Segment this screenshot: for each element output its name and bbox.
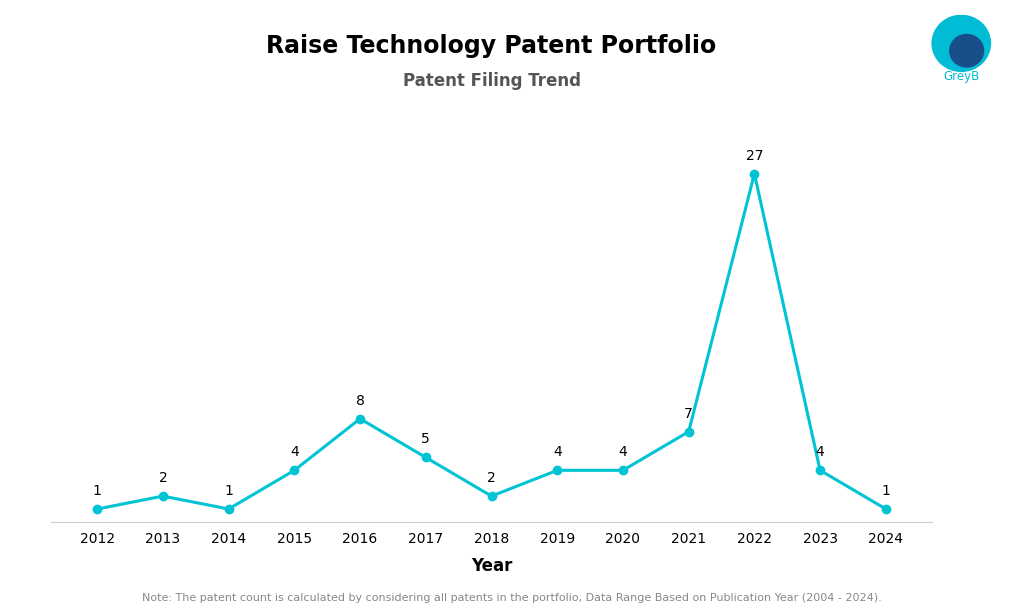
Text: 4: 4 <box>816 445 824 459</box>
Circle shape <box>948 17 964 31</box>
Text: Raise Technology Patent Portfolio: Raise Technology Patent Portfolio <box>266 34 717 58</box>
Text: 2: 2 <box>487 471 496 485</box>
Text: 2: 2 <box>159 471 167 485</box>
Text: 5: 5 <box>422 432 430 446</box>
Text: GreyB: GreyB <box>943 70 979 83</box>
Text: 4: 4 <box>553 445 561 459</box>
Text: Patent Filing Trend: Patent Filing Trend <box>402 72 581 90</box>
Circle shape <box>932 15 990 71</box>
Text: 7: 7 <box>684 406 693 421</box>
X-axis label: Year: Year <box>471 557 512 575</box>
Text: 27: 27 <box>745 149 763 163</box>
Text: 4: 4 <box>290 445 299 459</box>
Text: 1: 1 <box>224 484 233 498</box>
Text: 4: 4 <box>618 445 628 459</box>
Text: Note: The patent count is calculated by considering all patents in the portfolio: Note: The patent count is calculated by … <box>142 593 882 603</box>
Circle shape <box>950 34 983 67</box>
Text: 8: 8 <box>355 394 365 408</box>
Text: 1: 1 <box>882 484 890 498</box>
Text: 1: 1 <box>93 484 101 498</box>
